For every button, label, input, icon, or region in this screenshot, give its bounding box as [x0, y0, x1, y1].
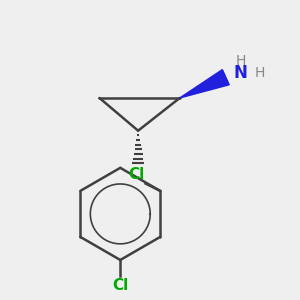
Polygon shape — [180, 70, 229, 98]
Text: H: H — [236, 54, 246, 68]
Text: Cl: Cl — [128, 167, 144, 182]
Text: H: H — [255, 66, 265, 80]
Text: Cl: Cl — [112, 278, 128, 293]
Text: N: N — [234, 64, 248, 82]
